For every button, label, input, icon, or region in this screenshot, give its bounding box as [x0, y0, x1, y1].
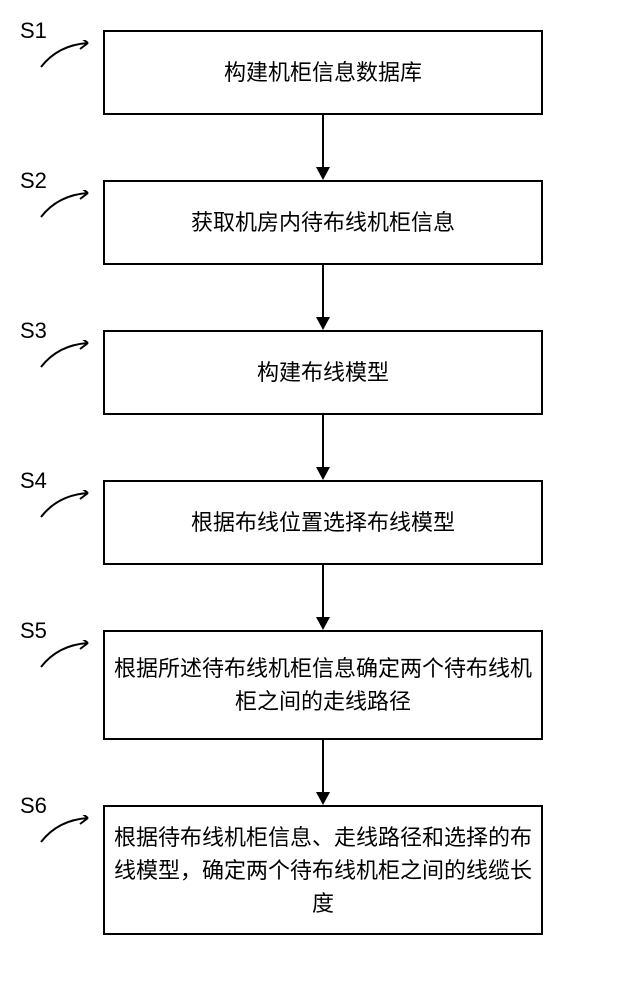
step-box-s2: 获取机房内待布线机柜信息 — [103, 180, 543, 265]
flowchart-container: S1 构建机柜信息数据库 S2 获取机房内待布线机柜信息 S3 构建布线模型 — [0, 0, 617, 1000]
step-text: 构建机柜信息数据库 — [224, 56, 422, 89]
step-text: 获取机房内待布线机柜信息 — [191, 206, 455, 239]
step-box-s1: 构建机柜信息数据库 — [103, 30, 543, 115]
label-arrow-s6 — [38, 815, 103, 845]
arrow-s4-s5 — [313, 565, 333, 630]
label-arrow-s4 — [38, 490, 103, 520]
label-arrow-s1 — [38, 40, 103, 70]
label-arrow-s5 — [38, 640, 103, 670]
arrow-s3-s4 — [313, 415, 333, 480]
step-box-s3: 构建布线模型 — [103, 330, 543, 415]
label-arrow-s2 — [38, 190, 103, 220]
arrow-s2-s3 — [313, 265, 333, 330]
step-text: 构建布线模型 — [257, 356, 389, 389]
step-box-s5: 根据所述待布线机柜信息确定两个待布线机柜之间的走线路径 — [103, 630, 543, 740]
arrow-s1-s2 — [313, 115, 333, 180]
step-text: 根据待布线机柜信息、走线路径和选择的布线模型，确定两个待布线机柜之间的线缆长度 — [113, 821, 533, 920]
label-arrow-s3 — [38, 340, 103, 370]
step-box-s4: 根据布线位置选择布线模型 — [103, 480, 543, 565]
step-text: 根据所述待布线机柜信息确定两个待布线机柜之间的走线路径 — [113, 652, 533, 718]
step-box-s6: 根据待布线机柜信息、走线路径和选择的布线模型，确定两个待布线机柜之间的线缆长度 — [103, 805, 543, 935]
step-text: 根据布线位置选择布线模型 — [191, 506, 455, 539]
arrow-s5-s6 — [313, 740, 333, 805]
